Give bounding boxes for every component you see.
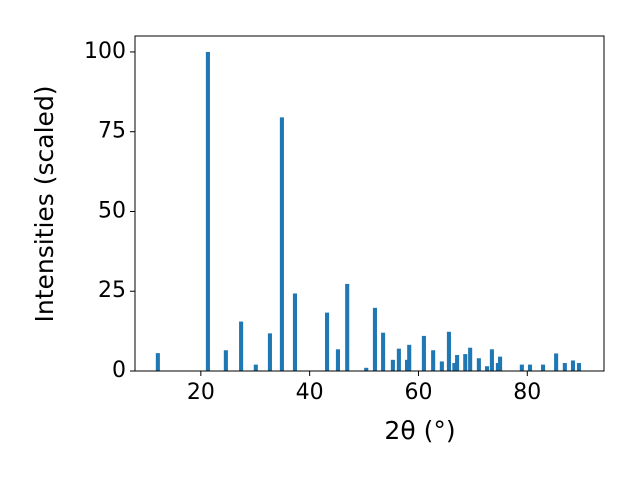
bar [223,350,228,371]
bar [484,366,490,371]
bar [205,51,210,371]
y-tick-label: 50 [98,198,126,223]
bar [576,363,582,371]
bar [463,354,468,371]
y-tick-label: 75 [98,119,126,144]
bar [431,350,436,371]
bar [541,364,546,371]
x-axis-label: 2θ (°) [384,416,455,445]
bar [527,364,533,371]
plot-frame [134,35,605,372]
bar [495,363,500,371]
bar [570,360,576,371]
bar [421,335,426,371]
bar [372,307,377,371]
bar [439,361,444,371]
bar [476,358,481,371]
bar [554,353,559,371]
bar [562,363,567,371]
bar [335,349,340,371]
bar [267,333,272,371]
bar [381,332,386,371]
x-tick-label: 60 [404,380,432,405]
bar [407,344,412,371]
x-tick-label: 20 [187,380,215,405]
bar [325,312,330,371]
y-tick-label: 100 [84,39,126,64]
x-tick-label: 40 [296,380,324,405]
y-tick-label: 0 [112,358,126,383]
y-tick-label: 25 [98,278,126,303]
bar [452,363,457,371]
bar [279,117,284,371]
bar [498,356,503,371]
x-tick-label: 80 [513,380,541,405]
bar [519,364,524,371]
bar [405,359,410,371]
bar [253,364,258,371]
bar [390,359,395,371]
bar [239,321,244,371]
bar [396,348,401,371]
bar [345,283,350,371]
y-axis-label: Intensities (scaled) [30,85,59,322]
bar [292,293,298,371]
bar [155,353,160,371]
bar [364,367,369,371]
bar [489,349,494,371]
bar [468,347,473,371]
bar [446,331,451,371]
bar [455,355,460,371]
